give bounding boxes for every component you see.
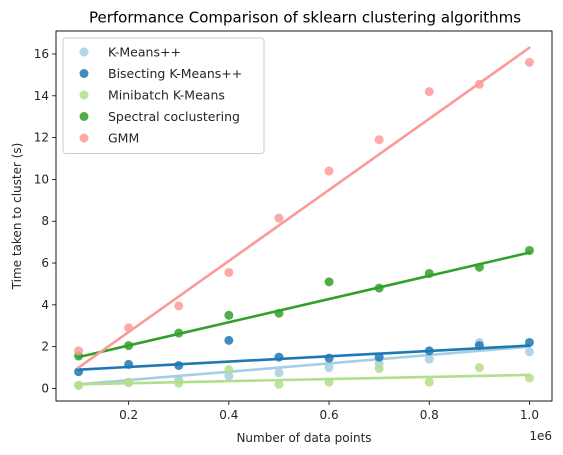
fit-line-k-means (77, 345, 531, 386)
y-tick-label: 4 (41, 298, 49, 312)
legend-label-gmm: GMM (108, 131, 139, 146)
y-tick-label: 14 (34, 89, 49, 103)
point-spectral-coclustering (174, 328, 184, 338)
series-gmm (74, 46, 534, 369)
point-spectral-coclustering (274, 308, 284, 318)
y-tick-label: 2 (41, 340, 49, 354)
fit-line-minibatch-k-means (77, 373, 531, 386)
point-bisecting-k-means (424, 346, 434, 356)
y-axis: 0 2 4 6 8 10 12 14 16 (34, 47, 56, 395)
point-spectral-coclustering (424, 268, 434, 278)
point-bisecting-k-means (524, 337, 534, 347)
point-gmm (274, 213, 284, 223)
legend-label-k-means: K-Means++ (108, 45, 181, 60)
point-minibatch-k-means (474, 363, 484, 373)
point-bisecting-k-means (324, 353, 334, 363)
point-spectral-coclustering (474, 262, 484, 272)
legend: K-Means++ Bisecting K-Means++ Minibatch K-… (62, 37, 265, 154)
y-tick-label: 12 (34, 131, 49, 145)
point-bisecting-k-means (224, 335, 234, 345)
plot-frame (55, 30, 553, 402)
point-spectral-coclustering (324, 277, 334, 287)
point-k-means (524, 347, 534, 357)
y-tick-label: 8 (41, 214, 49, 228)
point-gmm (374, 135, 384, 145)
x-axis-label: Number of data points (236, 431, 371, 445)
legend-marker-minibatch-k-means (79, 90, 89, 100)
point-minibatch-k-means (274, 379, 284, 389)
y-axis-label: Time taken to cluster (s) (10, 143, 24, 291)
series-bisecting-k-means (74, 335, 534, 377)
point-gmm (174, 301, 184, 311)
point-gmm (474, 79, 484, 89)
x-tick-label: 0.8 (420, 408, 439, 422)
point-bisecting-k-means (374, 352, 384, 362)
point-k-means (324, 363, 334, 373)
legend-marker-k-means (79, 47, 89, 57)
x-tick-label: 0.6 (320, 408, 339, 422)
point-bisecting-k-means (174, 360, 184, 370)
plot-marks (74, 46, 534, 390)
point-bisecting-k-means (474, 341, 484, 351)
y-tick-label: 16 (34, 47, 49, 61)
point-minibatch-k-means (224, 365, 234, 375)
point-gmm (124, 323, 134, 333)
point-gmm (424, 87, 434, 97)
point-spectral-coclustering (124, 341, 134, 351)
legend-box (62, 37, 265, 154)
legend-label-bisecting-k-means: Bisecting K-Means++ (108, 66, 242, 81)
legend-marker-gmm (79, 133, 89, 143)
point-k-means (424, 354, 434, 364)
chart-title: Performance Comparison of sklearn cluste… (89, 9, 521, 27)
point-k-means (274, 368, 284, 378)
point-minibatch-k-means (374, 364, 384, 374)
legend-marker-spectral-coclustering (79, 112, 89, 121)
point-minibatch-k-means (174, 378, 184, 388)
fit-line-gmm (77, 46, 531, 369)
series-spectral-coclustering (74, 245, 534, 361)
point-minibatch-k-means (524, 373, 534, 383)
point-minibatch-k-means (124, 377, 134, 387)
point-spectral-coclustering (374, 283, 384, 293)
y-tick-label: 6 (41, 256, 49, 270)
point-bisecting-k-means (124, 359, 134, 369)
point-k-means (224, 371, 234, 381)
fit-line-spectral-coclustering (77, 251, 531, 359)
point-bisecting-k-means (74, 367, 84, 377)
point-minibatch-k-means (324, 377, 334, 387)
x-offset-label: 1e6 (529, 429, 552, 443)
series-minibatch-k-means (74, 363, 534, 390)
point-spectral-coclustering (524, 245, 534, 255)
point-minibatch-k-means (424, 377, 434, 387)
point-minibatch-k-means (74, 380, 84, 390)
point-bisecting-k-means (274, 352, 284, 362)
x-axis: 0.2 0.4 0.6 0.8 1.0 (119, 401, 539, 422)
point-gmm (74, 346, 84, 356)
legend-marker-bisecting-k-means (79, 69, 89, 78)
x-tick-label: 1.0 (520, 408, 539, 422)
point-gmm (324, 166, 334, 176)
y-tick-label: 10 (34, 172, 49, 186)
x-tick-label: 0.4 (219, 408, 238, 422)
fit-line-bisecting-k-means (77, 344, 531, 371)
legend-label-minibatch-k-means: Minibatch K-Means (108, 88, 225, 103)
legend-label-spectral-coclustering: Spectral coclustering (108, 109, 240, 124)
x-tick-label: 0.2 (119, 408, 138, 422)
point-gmm (524, 57, 534, 67)
point-gmm (224, 267, 234, 277)
y-tick-label: 0 (41, 381, 49, 395)
point-spectral-coclustering (224, 310, 234, 320)
